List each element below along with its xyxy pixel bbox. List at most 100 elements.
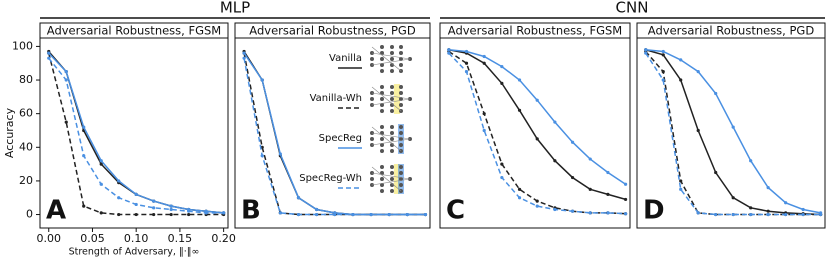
point bbox=[679, 187, 683, 191]
icon-node bbox=[390, 177, 394, 181]
point bbox=[517, 196, 522, 200]
icon-node bbox=[380, 57, 384, 61]
icon-node bbox=[370, 97, 374, 101]
point bbox=[553, 120, 557, 124]
point bbox=[570, 209, 575, 213]
icon-node bbox=[380, 137, 384, 141]
point bbox=[679, 58, 683, 62]
group-title: CNN bbox=[616, 0, 649, 17]
point bbox=[296, 212, 301, 217]
point bbox=[187, 212, 191, 217]
series-line bbox=[47, 52, 224, 216]
point bbox=[731, 196, 735, 200]
panel-frame bbox=[636, 22, 826, 229]
series-line bbox=[448, 50, 626, 215]
point bbox=[588, 157, 592, 161]
point bbox=[500, 64, 504, 69]
series-line bbox=[48, 52, 224, 214]
point bbox=[423, 212, 428, 217]
point bbox=[500, 175, 504, 180]
point bbox=[134, 202, 138, 207]
point bbox=[679, 179, 683, 183]
point bbox=[482, 128, 486, 133]
point bbox=[99, 159, 103, 163]
icon-node bbox=[390, 45, 394, 49]
point bbox=[784, 212, 788, 217]
point bbox=[535, 204, 539, 208]
x-tick-label: 0.00 bbox=[36, 232, 61, 245]
icon-node bbox=[390, 57, 394, 61]
point bbox=[447, 48, 451, 52]
point bbox=[661, 49, 665, 54]
point bbox=[714, 170, 718, 175]
point bbox=[278, 211, 282, 215]
point bbox=[500, 162, 504, 166]
icon-node bbox=[390, 165, 394, 169]
point bbox=[117, 196, 121, 200]
icon-node bbox=[370, 177, 374, 181]
icon-node bbox=[399, 125, 403, 129]
point bbox=[369, 212, 373, 217]
legend-label: SpecReg bbox=[319, 133, 362, 144]
panel-frame bbox=[39, 22, 229, 229]
point bbox=[606, 192, 610, 196]
point bbox=[553, 207, 557, 212]
icon-node bbox=[380, 165, 384, 169]
y-tick-label: 80 bbox=[19, 73, 33, 86]
x-axis-label: Strength of Adversary, ‖·‖∞ bbox=[69, 247, 200, 258]
icon-node bbox=[399, 45, 403, 49]
panel-frame bbox=[439, 22, 631, 229]
point bbox=[553, 159, 557, 163]
x-tick-label: 0.05 bbox=[80, 232, 105, 245]
point bbox=[644, 48, 648, 52]
point bbox=[517, 108, 522, 112]
point bbox=[464, 61, 469, 65]
icon-node bbox=[380, 85, 384, 89]
icon-node bbox=[390, 97, 394, 101]
point bbox=[315, 212, 319, 217]
icon-node bbox=[380, 63, 384, 67]
icon-node bbox=[380, 171, 384, 175]
icon-node bbox=[380, 91, 384, 95]
panel-letter: B bbox=[241, 196, 261, 226]
point bbox=[588, 211, 592, 215]
point bbox=[623, 212, 628, 216]
point bbox=[766, 186, 770, 190]
point bbox=[714, 212, 718, 217]
icon-node bbox=[399, 51, 403, 55]
point bbox=[535, 137, 539, 141]
y-tick-label: 60 bbox=[19, 107, 33, 120]
icon-node bbox=[399, 63, 403, 67]
point bbox=[169, 212, 173, 217]
point bbox=[242, 56, 246, 60]
y-axis-label: Accuracy bbox=[3, 107, 16, 158]
point bbox=[517, 78, 522, 82]
icon-node bbox=[390, 69, 394, 73]
point bbox=[99, 211, 103, 215]
point bbox=[260, 78, 264, 82]
point bbox=[152, 212, 156, 217]
point bbox=[47, 56, 51, 60]
icon-node bbox=[380, 183, 384, 187]
icon-edges bbox=[371, 166, 411, 192]
icon-edges bbox=[371, 86, 411, 112]
panel-frame bbox=[234, 22, 431, 229]
icon-node bbox=[380, 51, 384, 55]
point bbox=[204, 211, 208, 215]
legend-label: SpecReg-Wh bbox=[299, 173, 362, 184]
legend-label: Vanilla-Wh bbox=[310, 93, 362, 104]
icon-node bbox=[399, 103, 403, 107]
group-title: MLP bbox=[220, 0, 250, 17]
icon-node bbox=[380, 149, 384, 153]
point bbox=[749, 159, 753, 163]
point bbox=[152, 199, 156, 203]
point bbox=[535, 199, 539, 203]
panel-letter: C bbox=[446, 196, 465, 226]
icon-node bbox=[370, 57, 374, 61]
point bbox=[134, 212, 138, 217]
point bbox=[64, 120, 68, 124]
point bbox=[82, 125, 86, 129]
point bbox=[187, 209, 191, 213]
icon-highlight bbox=[394, 164, 400, 194]
icon-node bbox=[390, 189, 394, 193]
